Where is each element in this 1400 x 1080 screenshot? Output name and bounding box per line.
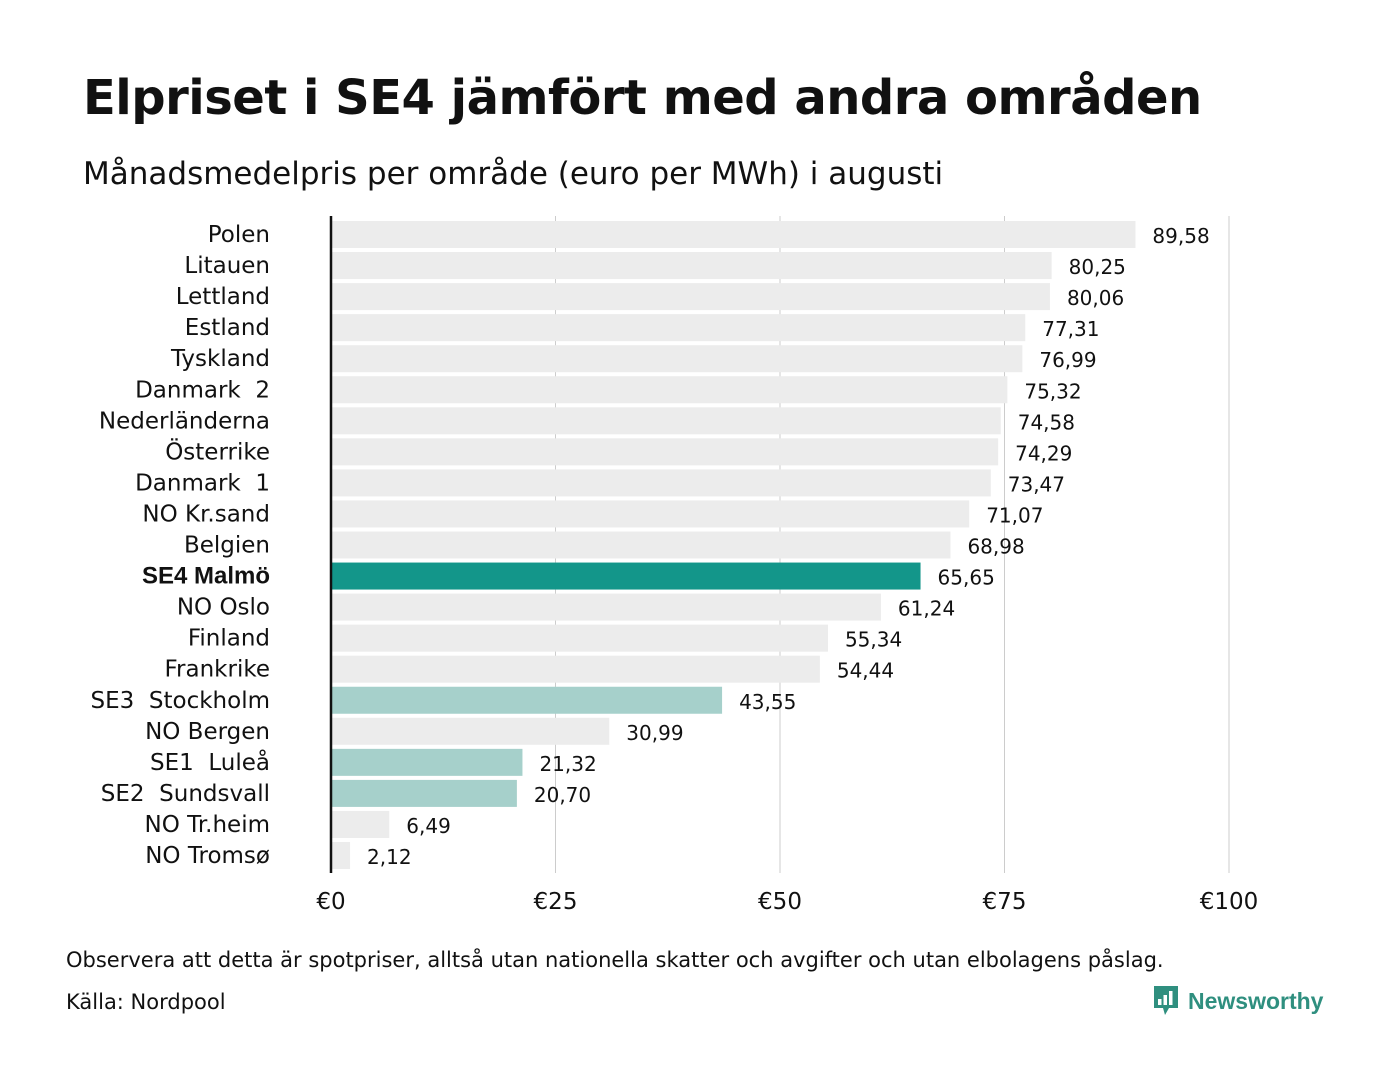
bar <box>331 407 1001 435</box>
value-label: 65,65 <box>938 566 995 590</box>
value-label: 61,24 <box>898 597 955 621</box>
bars <box>331 221 1136 869</box>
bar <box>331 686 723 714</box>
bar <box>331 717 610 745</box>
footnote: Observera att detta är spotpriser, allts… <box>66 948 1164 972</box>
bar <box>331 500 970 528</box>
value-label: 80,06 <box>1067 286 1124 310</box>
category-label: Lettland <box>176 284 270 310</box>
value-label: 76,99 <box>1039 348 1096 372</box>
bar <box>331 314 1026 342</box>
category-label: NO Bergen <box>145 719 270 745</box>
value-label: 74,29 <box>1015 441 1072 465</box>
x-tick-labels: €0 €25 €50 €75 €100 <box>316 889 1258 915</box>
bar <box>331 842 351 869</box>
value-label: 75,32 <box>1024 379 1081 403</box>
bar <box>331 283 1050 311</box>
x-tick-label: €75 <box>983 889 1027 915</box>
value-label: 54,44 <box>837 659 894 683</box>
bar-chart-speech-bubble-icon <box>1154 986 1178 1015</box>
chart-title: Elpriset i SE4 jämfört med andra områden <box>83 70 1202 126</box>
value-label: 89,58 <box>1152 224 1209 248</box>
category-label: Danmark 2 <box>135 377 270 403</box>
category-label: Litauen <box>184 253 270 279</box>
category-label: NO Oslo <box>177 595 270 621</box>
value-label: 6,49 <box>406 814 451 838</box>
category-label: Frankrike <box>165 657 271 683</box>
bar <box>331 748 523 776</box>
value-label: 21,32 <box>539 752 596 776</box>
category-labels: Polen Litauen Lettland Estland Tyskland Danma… <box>91 222 271 869</box>
x-tick-label: €50 <box>758 889 802 915</box>
bar <box>331 779 517 807</box>
bar <box>331 562 921 590</box>
source-note: Källa: Nordpool <box>66 990 226 1014</box>
bar <box>331 345 1023 373</box>
bar <box>331 221 1136 248</box>
category-label: NO Tr.heim <box>145 812 270 838</box>
bar <box>331 624 828 652</box>
bar <box>331 252 1052 280</box>
bar <box>331 810 390 838</box>
value-label: 73,47 <box>1008 472 1065 496</box>
value-label: 80,25 <box>1069 255 1126 279</box>
category-label: SE1 Luleå <box>150 748 270 776</box>
category-label: Polen <box>208 222 270 248</box>
category-label: Finland <box>188 626 270 652</box>
bar <box>331 531 951 559</box>
value-label: 55,34 <box>845 628 902 652</box>
newsworthy-logo: Newsworthy <box>1152 984 1323 1018</box>
bar <box>331 469 991 497</box>
category-label: NO Kr.sand <box>142 501 270 527</box>
x-tick-label: €100 <box>1200 889 1259 915</box>
category-label: SE3 Stockholm <box>91 688 271 714</box>
value-label: 74,58 <box>1018 410 1075 434</box>
category-label: SE4 Malmö <box>142 563 270 590</box>
value-labels: 89,58 80,25 80,06 77,31 76,99 75,32 74,58 74,29… <box>367 224 1210 869</box>
category-label: Österrike <box>165 437 270 465</box>
x-tick-label: €25 <box>534 889 578 915</box>
chart-subtitle: Månadsmedelpris per område (euro per MWh… <box>83 156 944 192</box>
category-label: Tyskland <box>170 346 270 372</box>
bar-chart: Polen Litauen Lettland Estland Tyskland Danma… <box>91 216 1258 915</box>
brand-name: Newsworthy <box>1188 987 1324 1014</box>
value-label: 68,98 <box>967 535 1024 559</box>
bar <box>331 655 820 683</box>
value-label: 2,12 <box>367 845 412 869</box>
category-label: NO Tromsø <box>145 843 270 869</box>
category-label: Nederländerna <box>99 408 270 434</box>
value-label: 71,07 <box>986 503 1043 527</box>
value-label: 77,31 <box>1042 317 1099 341</box>
category-label: Belgien <box>184 533 270 559</box>
value-label: 20,70 <box>534 783 591 807</box>
bar <box>331 438 999 466</box>
category-label: Danmark 1 <box>135 470 270 496</box>
x-tick-label: €0 <box>316 889 345 915</box>
category-label: Estland <box>185 315 270 341</box>
value-label: 30,99 <box>626 721 683 745</box>
bar <box>331 593 881 621</box>
category-label: SE2 Sundsvall <box>101 781 270 807</box>
value-label: 43,55 <box>739 690 796 714</box>
bar <box>331 376 1008 404</box>
